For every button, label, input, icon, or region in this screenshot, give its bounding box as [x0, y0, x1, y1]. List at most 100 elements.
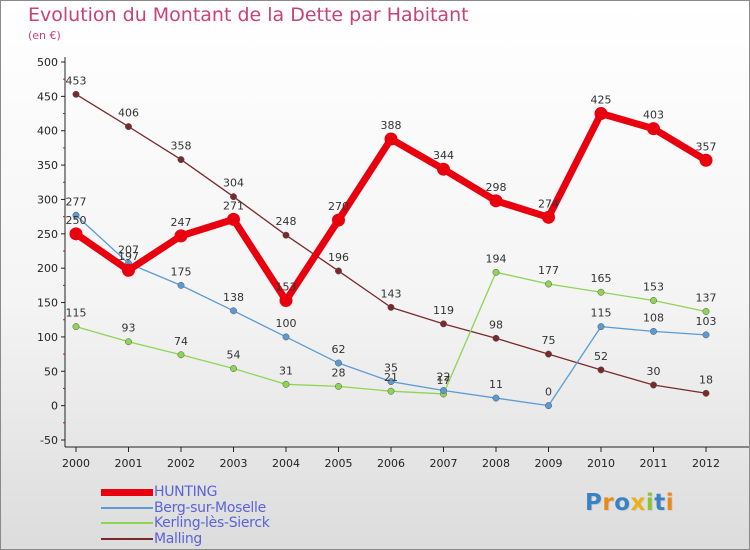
y-tick-label: 250	[37, 228, 58, 241]
logo-letter: i	[665, 490, 675, 516]
data-point	[174, 229, 188, 243]
data-label: 75	[542, 334, 556, 347]
data-label: 115	[66, 307, 87, 320]
data-label: 165	[591, 272, 612, 285]
data-point	[699, 153, 713, 167]
chart-title: Evolution du Montant de la Dette par Hab…	[28, 4, 469, 26]
data-point	[702, 389, 710, 397]
data-label: 270	[328, 200, 349, 213]
data-label: 17	[437, 374, 451, 387]
data-point	[387, 378, 395, 386]
data-point	[647, 122, 660, 136]
x-tick-label: 2012	[692, 457, 720, 470]
data-label: 18	[699, 373, 713, 386]
data-point	[177, 281, 185, 289]
data-label: 21	[384, 371, 398, 384]
x-tick-label: 2009	[535, 457, 563, 470]
logo-letter: t	[654, 490, 666, 516]
data-point	[542, 210, 555, 224]
legend-label: Malling	[154, 530, 202, 547]
data-point	[69, 227, 83, 241]
proxiti-logo: Proxiti	[585, 490, 674, 516]
data-label: 28	[332, 366, 346, 379]
data-point	[650, 381, 657, 389]
data-point	[282, 231, 290, 239]
logo-letter: P	[585, 490, 603, 516]
data-label: 177	[538, 264, 559, 277]
data-label: 143	[381, 287, 402, 300]
series-points	[69, 90, 713, 410]
data-label: 403	[643, 109, 664, 122]
y-tick-label: 0	[51, 400, 58, 413]
data-point	[230, 307, 237, 315]
data-point	[702, 331, 710, 339]
data-point	[440, 320, 447, 328]
y-tick-label: 300	[37, 193, 58, 206]
data-point	[387, 387, 395, 395]
x-tick-label: 2008	[482, 457, 510, 470]
data-label: 277	[66, 195, 87, 208]
data-point	[650, 297, 657, 304]
legend-swatch	[101, 506, 153, 509]
data-label: 62	[332, 343, 346, 356]
data-point	[440, 387, 447, 394]
x-tick-label: 2004	[272, 457, 300, 470]
data-label: 30	[647, 365, 661, 378]
data-point	[384, 132, 398, 146]
data-label: 98	[489, 318, 503, 331]
data-label: 388	[381, 119, 402, 132]
data-label: 194	[486, 252, 507, 265]
data-label: 153	[643, 280, 664, 293]
data-point	[122, 263, 135, 277]
chart-subtitle: (en €)	[28, 29, 61, 42]
data-point	[597, 288, 605, 296]
x-tick-label: 2002	[167, 457, 195, 470]
x-tick-label: 2003	[220, 457, 248, 470]
y-tick-label: 200	[37, 262, 58, 275]
legend-label: Kerling-lès-Sierck	[154, 515, 270, 531]
y-tick-label: 400	[37, 125, 58, 138]
data-label: 74	[174, 335, 188, 348]
data-label: 11	[489, 378, 503, 391]
data-point	[177, 351, 185, 359]
data-label: 248	[276, 215, 297, 228]
data-label: 119	[433, 304, 454, 317]
data-point	[492, 334, 500, 342]
y-tick-label: 150	[37, 297, 58, 310]
data-point	[230, 365, 237, 372]
data-label: 344	[433, 149, 454, 162]
data-label: 35	[384, 362, 398, 375]
data-label: 406	[118, 107, 139, 120]
logo-letter: o	[614, 490, 631, 516]
data-label: 247	[171, 216, 192, 229]
data-label: 54	[227, 349, 241, 362]
data-point	[72, 90, 80, 98]
data-point	[492, 394, 500, 402]
data-point	[335, 267, 342, 275]
logo-letter: x	[630, 490, 646, 516]
data-point	[125, 338, 132, 346]
data-point	[702, 308, 710, 315]
x-tick-label: 2010	[587, 457, 615, 470]
data-label: 274	[538, 197, 559, 210]
data-point	[489, 194, 503, 208]
data-point	[282, 380, 290, 388]
logo-letter: r	[602, 490, 615, 516]
x-tick-label: 2007	[430, 457, 458, 470]
x-tick-label: 2001	[115, 457, 143, 470]
data-point	[597, 366, 605, 374]
data-point	[650, 327, 657, 335]
legend-swatch	[101, 537, 153, 540]
data-label: 137	[696, 291, 717, 304]
data-point	[230, 193, 237, 201]
x-tick-label: 2000	[62, 457, 90, 470]
data-point	[125, 123, 132, 131]
data-point	[545, 402, 552, 410]
legend-label: Berg-sur-Moselle	[154, 499, 266, 516]
data-point	[177, 156, 185, 164]
data-point	[437, 162, 450, 176]
data-point	[282, 333, 290, 341]
y-tick-label: -50	[40, 434, 58, 447]
